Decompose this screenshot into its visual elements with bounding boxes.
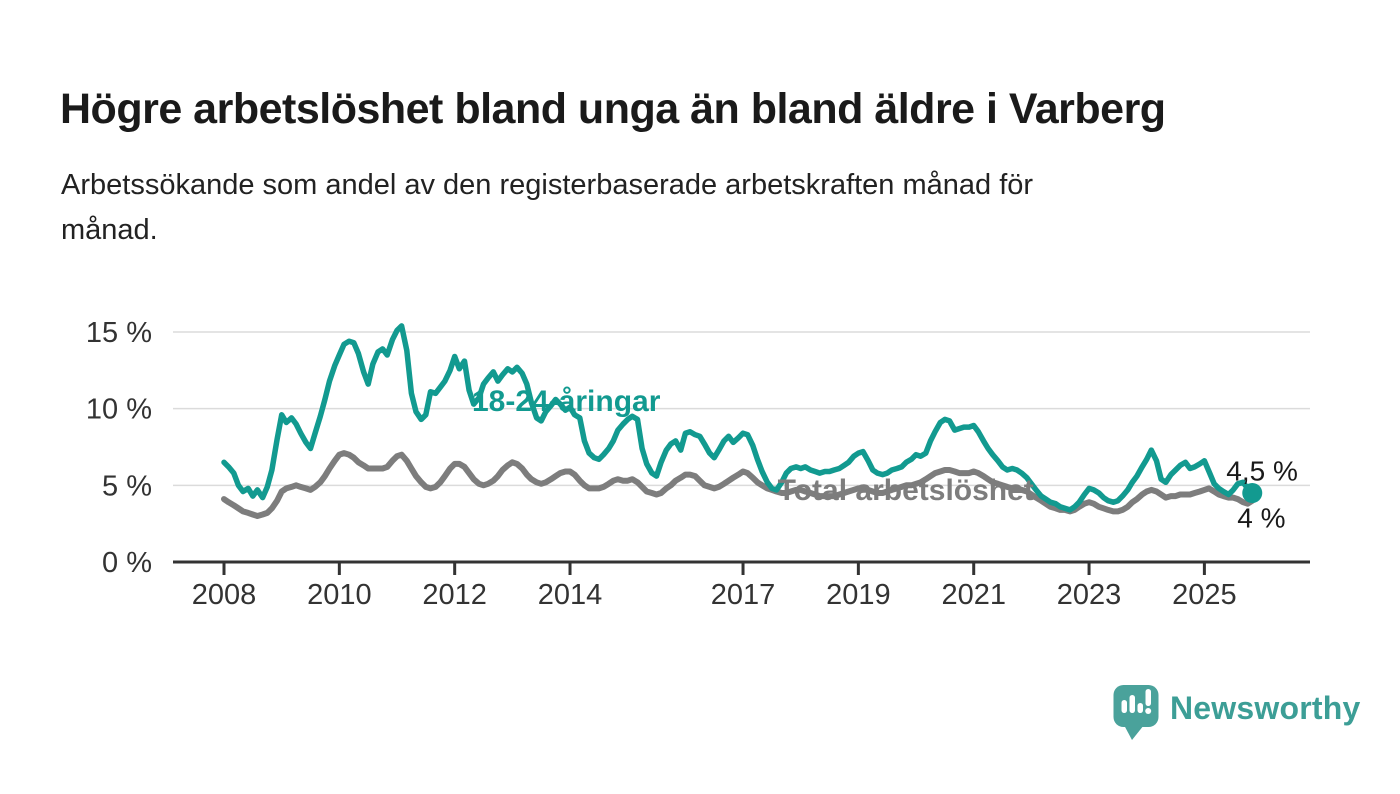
- y-tick-label: 5 %: [102, 470, 152, 502]
- x-tick-label: 2010: [307, 579, 372, 611]
- x-tick-label: 2017: [711, 579, 776, 611]
- series-end-dot: [1242, 483, 1263, 503]
- x-tick-label: 2019: [826, 579, 891, 611]
- newsworthy-logo-text: Newsworthy: [1170, 689, 1361, 726]
- series-label-18-24-åringar: 18-24-åringar: [472, 385, 661, 418]
- end-value-label: 4,5 %: [1226, 456, 1298, 487]
- end-value-label: 4 %: [1237, 503, 1285, 534]
- x-tick-label: 2021: [941, 579, 1006, 611]
- y-tick-label: 0 %: [102, 547, 152, 579]
- y-tick-label: 10 %: [86, 394, 152, 426]
- x-tick-label: 2008: [192, 579, 257, 611]
- chart-subtitle-line-2: månad.: [61, 213, 158, 246]
- newsworthy-bubble-chart-icon: [1113, 685, 1159, 740]
- page-title: Högre arbetslöshet bland unga än bland ä…: [60, 84, 1166, 133]
- series-label-total-arbetslöshet: Total arbetslöshet: [778, 474, 1034, 507]
- chart-subtitle-line-1: Arbetssökande som andel av den registerb…: [61, 169, 1034, 201]
- series-line-18-24-åringar: [221, 323, 1256, 513]
- x-tick-label: 2012: [422, 579, 487, 611]
- series-line-total-arbetslöshet: [221, 450, 1256, 519]
- y-tick-label: 15 %: [86, 317, 152, 349]
- x-tick-label: 2023: [1057, 579, 1122, 611]
- newsworthy-logo: Newsworthy: [1113, 685, 1361, 740]
- x-tick-label: 2025: [1172, 579, 1237, 611]
- x-tick-label: 2014: [538, 579, 603, 611]
- chart-subtitle: Arbetssökande som andel av den registerb…: [61, 163, 1261, 253]
